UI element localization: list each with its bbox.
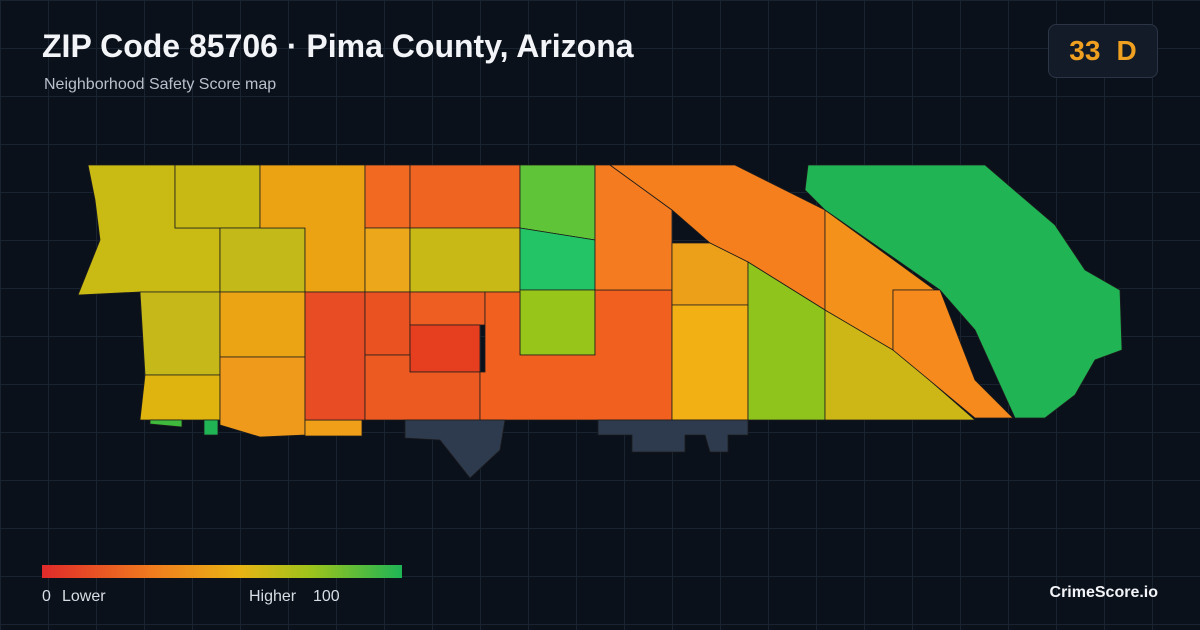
score-grade: D: [1116, 35, 1137, 66]
legend-gradient: [42, 565, 402, 578]
score-badge: 33 D: [1048, 24, 1158, 78]
subtitle: Neighborhood Safety Score map: [44, 76, 277, 93]
zip-area: [77, 164, 1123, 479]
legend-min-label: Lower: [62, 588, 106, 605]
brand: CrimeScore.io: [1049, 584, 1158, 601]
title: ZIP Code 85706 · Pima County, Arizona: [42, 28, 634, 64]
score-value: 33: [1069, 35, 1101, 66]
legend-max: 100: [313, 588, 340, 605]
legend-min: 0: [42, 588, 51, 605]
legend-max-label: Higher: [249, 588, 297, 605]
